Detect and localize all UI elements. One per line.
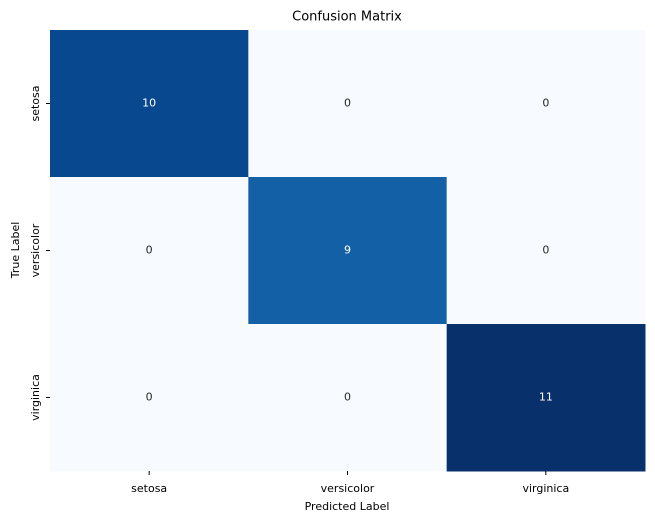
y-tick-label: setosa: [29, 85, 42, 121]
heatmap-cell: [248, 177, 448, 325]
y-tick-label: versicolor: [29, 223, 42, 277]
cell-label: 0: [146, 244, 153, 257]
heatmap-cell: [446, 324, 646, 472]
x-axis-label: Predicted Label: [305, 500, 390, 513]
chart-title: Confusion Matrix: [292, 10, 402, 25]
cell-label: 0: [344, 391, 351, 404]
x-tick-label: virginica: [522, 482, 569, 495]
heatmap-cell: [50, 177, 249, 325]
cell-label: 0: [146, 391, 153, 404]
heatmap-cell: [446, 177, 646, 325]
y-axis-label: True Label: [9, 222, 22, 280]
heatmap-cell: [248, 324, 448, 472]
heatmap-cell: [50, 324, 249, 472]
x-tick-label: versicolor: [321, 482, 375, 495]
cell-label: 0: [542, 244, 549, 257]
cell-label: 0: [542, 97, 549, 110]
cell-label: 11: [539, 391, 553, 404]
x-tick-label: setosa: [131, 482, 167, 495]
heatmap-cell: [248, 30, 448, 178]
y-tick-label: virginica: [29, 374, 42, 421]
cell-label: 10: [142, 97, 156, 110]
cell-label: 0: [344, 97, 351, 110]
heatmap-cell: [50, 30, 249, 178]
cell-label: 9: [344, 244, 351, 257]
heatmap-cell: [446, 30, 646, 178]
